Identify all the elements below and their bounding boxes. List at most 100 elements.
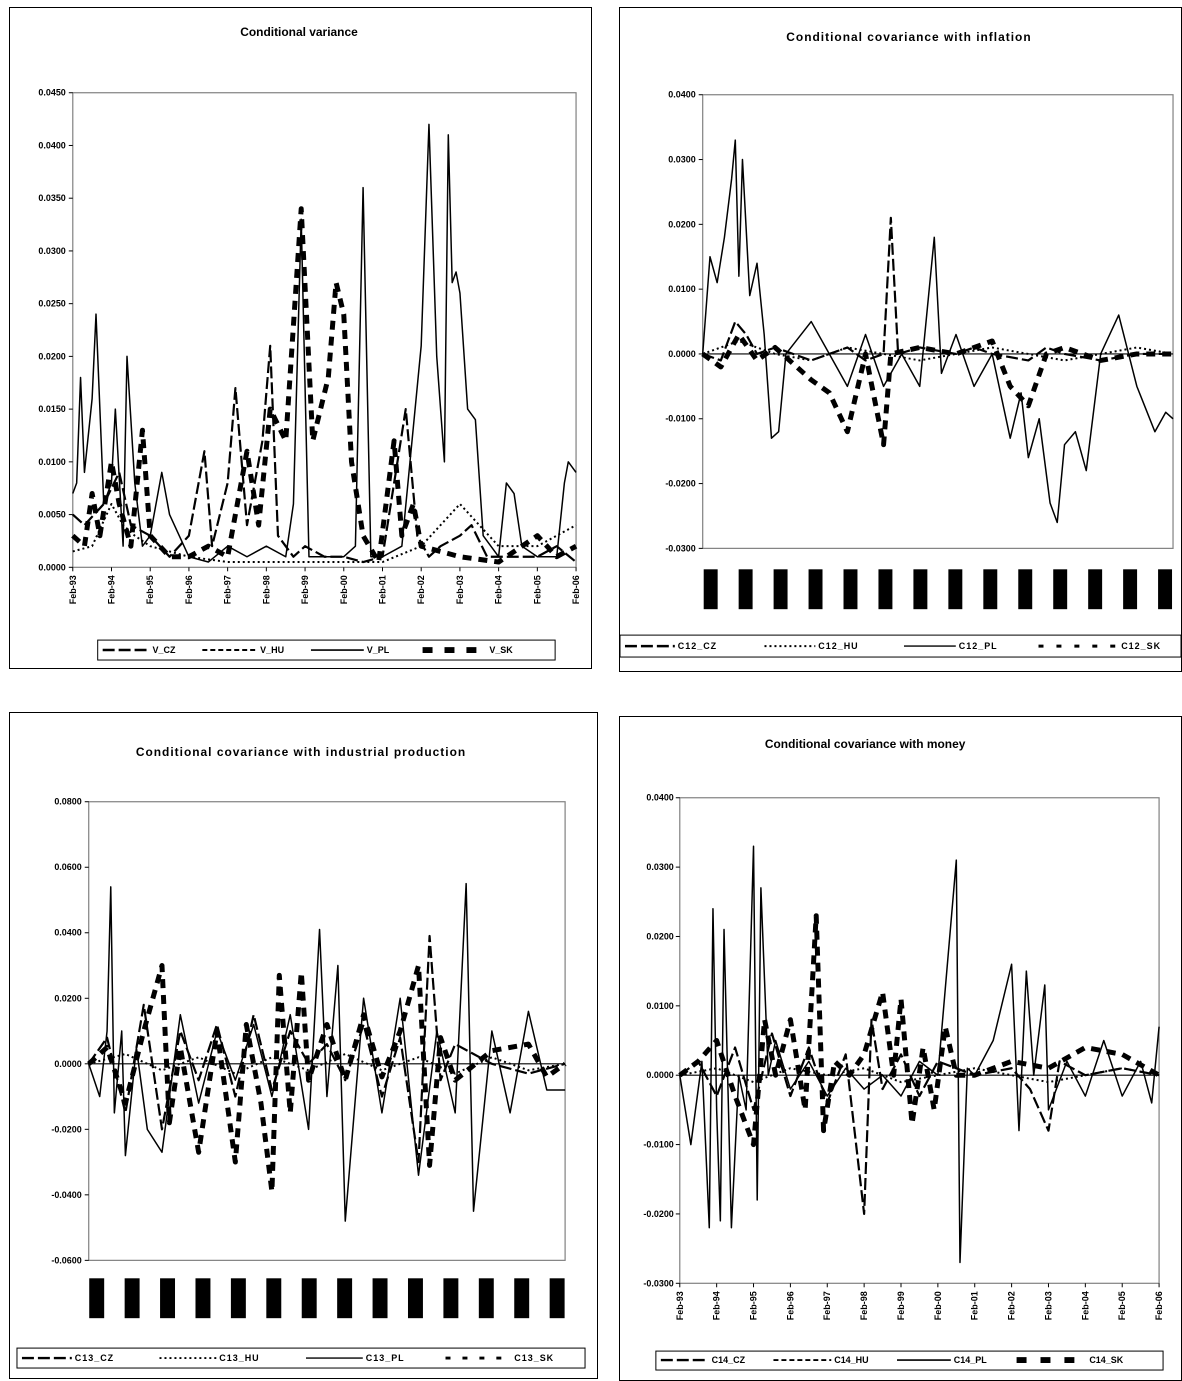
y-tick-label: 0.0400	[54, 928, 81, 938]
chart-panel-covariance-industrial-production: Conditional covariance with industrial p…	[9, 712, 598, 1379]
x-category-block	[703, 569, 718, 610]
series-line-c12_pl	[701, 139, 1174, 524]
plot-area	[679, 797, 1160, 1284]
legend-label: C13_CZ	[75, 1353, 114, 1363]
y-tick-label: -0.0300	[643, 1278, 673, 1288]
x-tick-label: Feb-00	[933, 1291, 943, 1320]
legend-label: V_SK	[489, 645, 513, 655]
y-tick-label: 0.0050	[38, 510, 65, 520]
x-tick-label: Feb-93	[68, 575, 78, 604]
legend-label: C13_SK	[514, 1353, 554, 1363]
y-tick-label: 0.0400	[38, 140, 65, 150]
y-tick-label: 0.0100	[668, 284, 695, 294]
x-category-block	[773, 569, 788, 610]
series-layer	[678, 845, 1161, 1264]
series-line-c14_pl	[679, 845, 1160, 1264]
y-tick-label: 0.0450	[38, 88, 65, 98]
series-line-c12_cz	[702, 216, 1174, 362]
x-tick-label: Feb-99	[300, 575, 310, 604]
y-tick-label: 0.0100	[646, 1001, 673, 1011]
x-tick-label: Feb-05	[1117, 1291, 1127, 1320]
x-category-block	[878, 569, 893, 610]
plot-area	[72, 92, 577, 568]
x-tick-label: Feb-00	[339, 575, 349, 604]
series-layer	[701, 139, 1174, 524]
y-tick-label: -0.0200	[51, 1124, 81, 1134]
series-line-c14_cz	[679, 1018, 1160, 1215]
x-tick-label: Feb-97	[822, 1291, 832, 1320]
y-tick-label: 0.0800	[54, 797, 81, 807]
x-tick-label: Feb-96	[184, 575, 194, 604]
y-tick-label: -0.0100	[665, 414, 695, 424]
legend: C12_CZ C12_HU C12_PL C12_SK	[620, 634, 1181, 658]
x-category-block	[738, 569, 753, 610]
y-tick-label: -0.0200	[643, 1209, 673, 1219]
series-line-v_sk	[71, 206, 578, 565]
legend-label: C14_SK	[1089, 1355, 1123, 1365]
chart-svg-covariance-industrial-production: Conditional covariance with industrial p…	[16, 745, 586, 1369]
x-tick-label: Feb-95	[145, 575, 155, 604]
x-axis	[703, 569, 1173, 610]
y-tick-label: 0.0000	[54, 1059, 81, 1069]
series-line-c13_pl	[88, 882, 566, 1222]
x-category-block	[443, 1278, 459, 1319]
y-tick-label: 0.0400	[646, 793, 673, 803]
series-line-v_cz	[72, 344, 577, 564]
legend-label: C12_SK	[1121, 641, 1161, 651]
y-tick-label: 0.0300	[668, 155, 695, 165]
chart-title: Conditional covariance with money	[765, 737, 966, 751]
y-tick-label: 0.0300	[38, 246, 65, 256]
chart-svg-covariance-inflation: Conditional covariance with inflation 0.…	[620, 30, 1181, 658]
y-axis: 0.0400 0.0300 0.0200 0.0100 0.0000 -0.0100 -0.…	[665, 90, 703, 553]
legend-label: C14_CZ	[712, 1355, 746, 1365]
x-category-block	[913, 569, 928, 610]
chart-panel-conditional-variance: Conditional variance 0.0450 0.0400 0.0350 0…	[9, 7, 592, 669]
legend-label: V_PL	[367, 645, 390, 655]
x-tick-label: Feb-94	[106, 575, 116, 604]
x-tick-label: Feb-03	[455, 575, 465, 604]
x-category-block	[514, 1278, 530, 1319]
chart-svg-conditional-variance: Conditional variance 0.04500.04000.03500…	[38, 25, 581, 661]
chart-title: Conditional variance	[240, 25, 358, 39]
x-tick-label: Feb-94	[712, 1291, 722, 1320]
x-tick-label: Feb-98	[261, 575, 271, 604]
y-tick-label: 0.0000	[646, 1070, 673, 1080]
x-tick-label: Feb-95	[749, 1291, 759, 1320]
chart-title: Conditional covariance with inflation	[786, 30, 1031, 44]
x-category-block	[337, 1278, 353, 1319]
x-category-block	[124, 1278, 140, 1319]
x-category-block	[1123, 569, 1138, 610]
x-category-block	[983, 569, 998, 610]
x-tick-label: Feb-97	[223, 575, 233, 604]
chart-panel-covariance-money: Conditional covariance with money 0.0400…	[619, 716, 1182, 1381]
x-category-block	[1088, 569, 1103, 610]
y-tick-label: 0.0300	[646, 862, 673, 872]
x-tick-label: Feb-01	[377, 575, 387, 604]
x-tick-label: Feb-96	[785, 1291, 795, 1320]
legend-label: C13_HU	[219, 1353, 259, 1363]
y-tick-label: 0.0200	[54, 993, 81, 1003]
x-tick-label: Feb-06	[571, 575, 581, 604]
x-category-block	[372, 1278, 388, 1319]
legend-label: C14_PL	[954, 1355, 987, 1365]
x-category-block	[1018, 569, 1033, 610]
plot-area	[702, 94, 1174, 549]
x-tick-label: Feb-06	[1154, 1291, 1164, 1320]
y-axis: 0.0450 0.0400 0.0350 0.0300 0.0250 0.0200 0.01…	[38, 88, 73, 572]
chart-panel-covariance-inflation: Conditional covariance with inflation 0.…	[619, 7, 1182, 672]
x-category-block	[89, 1278, 105, 1319]
plot-area	[88, 801, 566, 1261]
y-tick-label: 0.0000	[668, 349, 695, 359]
x-category-block	[160, 1278, 176, 1319]
legend-label: C12_CZ	[678, 641, 717, 651]
x-tick-label: Feb-02	[416, 575, 426, 604]
x-tick-label: Feb-04	[1080, 1291, 1090, 1320]
legend-label: C13_PL	[366, 1353, 405, 1363]
x-category-block	[808, 569, 823, 610]
x-axis: Feb-93 Feb-94 Feb-95 Feb-96 Feb-97 Feb-98 Feb-…	[68, 567, 581, 604]
legend: C13_CZ C13_HU C13_PL C13_SK	[16, 1347, 586, 1369]
x-category-block	[1158, 569, 1173, 610]
x-axis	[89, 1278, 565, 1319]
series-layer	[71, 123, 578, 565]
legend-label: V_HU	[260, 645, 284, 655]
